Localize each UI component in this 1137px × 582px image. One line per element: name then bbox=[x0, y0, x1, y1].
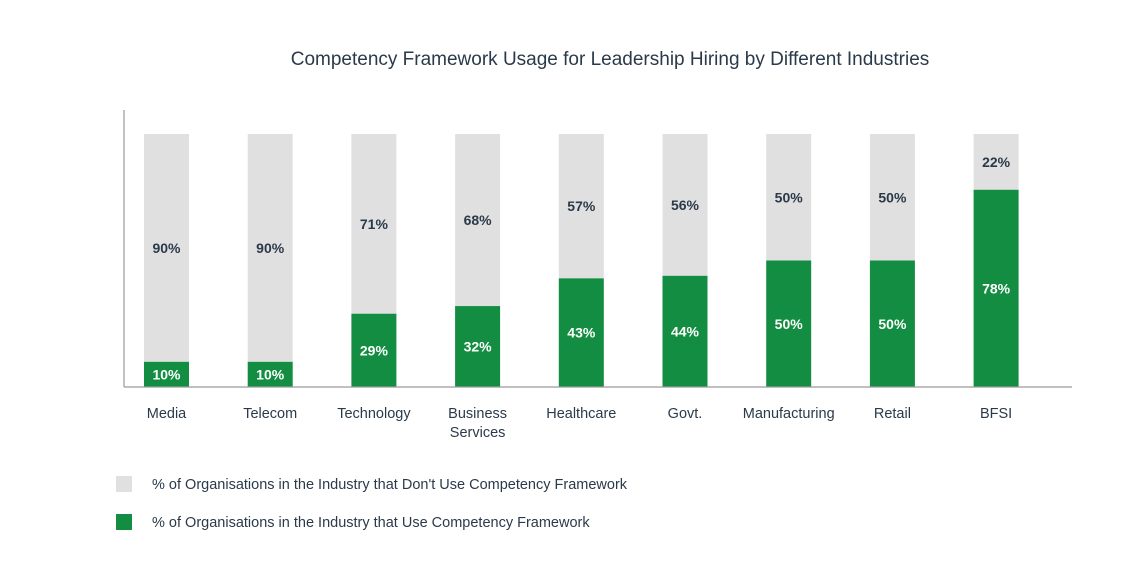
legend: % of Organisations in the Industry that … bbox=[116, 476, 628, 531]
data-label-manufacturing-use: 50% bbox=[775, 316, 804, 332]
category-label-healthcare: Healthcare bbox=[546, 406, 616, 422]
bar-manufacturing-use bbox=[766, 260, 812, 387]
category-labels-group: Media Telecom Technology Business Services He… bbox=[147, 406, 1012, 441]
data-label-business-services-use: 32% bbox=[464, 339, 493, 355]
chart-title: Competency Framework Usage for Leadershi… bbox=[291, 49, 930, 70]
category-label-manufacturing: Manufacturing bbox=[743, 406, 835, 422]
bar-govt-dont-use bbox=[662, 134, 708, 276]
data-label-technology-dont-use: 71% bbox=[360, 216, 389, 232]
bar-healthcare-use bbox=[558, 278, 604, 387]
bar-business-services-dont-use bbox=[455, 134, 501, 307]
data-label-business-services-dont-use: 68% bbox=[464, 212, 493, 228]
category-label-business-services: Business Services bbox=[448, 406, 507, 441]
data-label-media-use: 10% bbox=[152, 366, 181, 382]
category-label-telecom: Telecom bbox=[243, 406, 297, 422]
bar-retail-use bbox=[869, 260, 915, 387]
category-label-retail: Retail bbox=[874, 406, 911, 422]
data-label-telecom-dont-use: 90% bbox=[256, 240, 285, 256]
bar-retail-dont-use bbox=[869, 134, 915, 261]
bar-bfsi-dont-use bbox=[973, 134, 1019, 190]
category-label-govt: Govt. bbox=[668, 406, 703, 422]
data-label-healthcare-use: 43% bbox=[567, 325, 596, 341]
data-label-govt-use: 44% bbox=[671, 323, 700, 339]
legend-label-use: % of Organisations in the Industry that … bbox=[152, 515, 590, 531]
bar-telecom-use bbox=[247, 361, 293, 387]
data-label-technology-use: 29% bbox=[360, 342, 389, 358]
category-label-technology: Technology bbox=[337, 406, 411, 422]
bar-telecom-dont-use bbox=[247, 134, 293, 362]
legend-swatch-dont-use bbox=[116, 476, 132, 492]
bar-media-use bbox=[144, 361, 189, 387]
data-label-bfsi-use: 78% bbox=[982, 280, 1011, 296]
data-label-manufacturing-dont-use: 50% bbox=[775, 189, 804, 205]
legend-swatch-use bbox=[116, 514, 132, 530]
bars-group: 10% 90% 10% 90% 29% 71% 32% 68% 43% 57% 44% 56% 50% 5… bbox=[144, 134, 1019, 387]
bar-manufacturing-dont-use bbox=[766, 134, 812, 261]
data-label-healthcare-dont-use: 57% bbox=[567, 198, 596, 214]
data-label-media-dont-use: 90% bbox=[152, 240, 181, 256]
bar-business-services-use bbox=[455, 306, 501, 387]
category-label-bfsi: BFSI bbox=[980, 406, 1012, 422]
category-label-media: Media bbox=[147, 406, 187, 422]
bar-bfsi-use bbox=[973, 189, 1019, 387]
bar-healthcare-dont-use bbox=[558, 134, 604, 279]
data-label-govt-dont-use: 56% bbox=[671, 197, 700, 213]
bar-technology-dont-use bbox=[351, 134, 397, 314]
data-label-retail-dont-use: 50% bbox=[878, 189, 907, 205]
bar-govt-use bbox=[662, 275, 708, 387]
bar-media-dont-use bbox=[144, 134, 189, 362]
data-label-telecom-use: 10% bbox=[256, 366, 285, 382]
bar-technology-use bbox=[351, 313, 397, 387]
data-label-bfsi-dont-use: 22% bbox=[982, 154, 1011, 170]
data-label-retail-use: 50% bbox=[878, 316, 907, 332]
legend-label-dont-use: % of Organisations in the Industry that … bbox=[152, 477, 628, 493]
axes-group bbox=[123, 110, 1072, 388]
